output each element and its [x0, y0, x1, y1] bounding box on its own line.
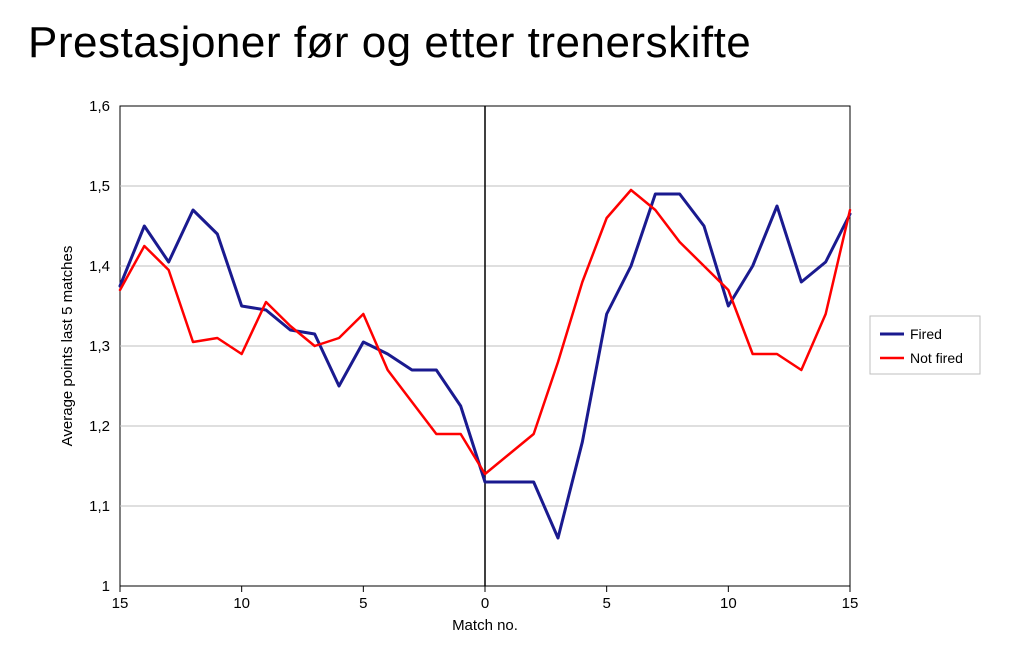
xtick-label: 15: [112, 595, 129, 612]
ytick-label: 1,6: [89, 98, 110, 115]
legend-label: Fired: [910, 326, 942, 342]
xlabel: Match no.: [452, 617, 518, 634]
xtick-label: 0: [481, 595, 489, 612]
xtick-label: 10: [720, 595, 737, 612]
line-chart: 1 1,1 1,2 1,3 1,4 1,5 1,6 15 10 5 0 5 10 15 Match no. A…: [40, 86, 1000, 646]
xtick-label: 5: [602, 595, 610, 612]
ytick-label: 1,1: [89, 498, 110, 515]
slide-title: Prestasjoner før og etter trenerskifte: [28, 18, 751, 68]
xtick-label: 10: [233, 595, 250, 612]
chart-container: 1 1,1 1,2 1,3 1,4 1,5 1,6 15 10 5 0 5 10 15 Match no. A…: [40, 86, 1000, 651]
ytick-label: 1: [102, 578, 110, 595]
ytick-label: 1,5: [89, 178, 110, 195]
xtick-label: 5: [359, 595, 367, 612]
ylabel: Average points last 5 matches: [59, 246, 76, 447]
ytick-label: 1,2: [89, 418, 110, 435]
xtick-label: 15: [842, 595, 859, 612]
slide: Prestasjoner før og etter trenerskifte 1…: [0, 0, 1024, 663]
legend-label: Not fired: [910, 350, 963, 366]
ytick-label: 1,3: [89, 338, 110, 355]
ytick-label: 1,4: [89, 258, 110, 275]
